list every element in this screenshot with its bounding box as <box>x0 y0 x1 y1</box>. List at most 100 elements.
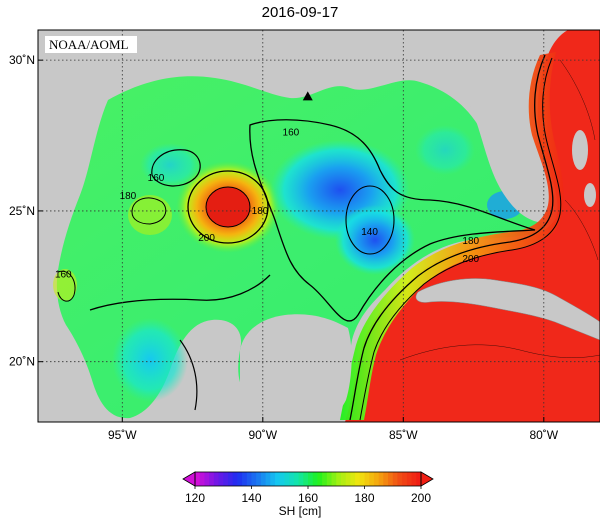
contour-180-west <box>131 197 167 225</box>
graticule <box>38 30 600 422</box>
colorbar-cell <box>289 472 295 486</box>
contour-lines <box>57 54 600 421</box>
caribbean-water <box>345 30 600 422</box>
contour-label: 160 <box>283 128 300 139</box>
colorbar-cell <box>317 472 323 486</box>
colorbar-cell <box>223 472 229 486</box>
contour-label: 160 <box>55 269 72 280</box>
lat-tick-label: 30˚N <box>9 53 35 67</box>
colorbar-cell <box>350 472 356 486</box>
colorbar-cell <box>355 472 361 486</box>
colorbar-tick-label: 160 <box>298 491 318 505</box>
contour-fine-caribbean <box>399 344 600 361</box>
loop-current-band <box>340 52 564 420</box>
cuba-landmass <box>415 278 600 341</box>
colorbar-cell <box>388 472 394 486</box>
contour-label: 180 <box>120 191 137 202</box>
colorbar-cell <box>411 472 417 486</box>
map-border <box>37 29 600 423</box>
colorbar-cell <box>331 472 337 486</box>
colorbar-tick-label: 120 <box>185 491 205 505</box>
colorbar-cell <box>260 472 267 486</box>
colorbar-cell <box>275 472 281 486</box>
colorbar: 120 140 160 180 200 SH [cm] <box>182 471 434 518</box>
yellow-region-west <box>128 195 172 235</box>
colorbar-cell <box>204 472 210 486</box>
colorbar-cell <box>284 472 290 486</box>
yellow-region-southwest <box>53 269 77 301</box>
colorbar-cell <box>402 472 408 486</box>
cold-core-south <box>335 205 415 275</box>
contour-fine-east-1 <box>559 59 596 141</box>
colorbar-cell <box>270 472 276 486</box>
colorbar-cell <box>373 472 380 486</box>
colorbar-min-arrow <box>182 471 196 487</box>
map-panel: 160 160 180 200 180 140 180 200 160 <box>38 30 600 422</box>
colorbar-cell <box>392 472 399 486</box>
colorbar-tick-label: 180 <box>354 491 374 505</box>
colorbar-cell <box>308 472 314 486</box>
colorbar-tick-label: 140 <box>241 491 261 505</box>
lat-tick-label: 25˚N <box>9 204 35 218</box>
figure-title: 2016-09-17 <box>262 4 339 21</box>
colorbar-cell <box>322 472 328 486</box>
contour-label: 180 <box>252 206 269 217</box>
contour-labels: 160 160 180 200 180 140 180 200 160 <box>55 128 480 281</box>
contour-160-south <box>179 339 198 411</box>
colorbar-cell <box>195 472 201 486</box>
contour-160-far-west <box>57 270 76 302</box>
contour-160-central <box>249 119 536 322</box>
cyan-region-north <box>140 143 200 187</box>
colorbar-cell <box>218 472 224 486</box>
colorbar-cell <box>279 472 286 486</box>
colorbar-tick-label: 200 <box>411 491 431 505</box>
colorbar-max-arrow <box>420 471 434 487</box>
yucatan-landmass <box>240 314 352 422</box>
colorbar-cell <box>340 472 347 486</box>
cyan-region-northeast <box>415 125 475 175</box>
longitude-axis: 95˚W 90˚W 85˚W 80˚W <box>108 417 559 442</box>
contour-label: 200 <box>462 254 479 265</box>
colorbar-cell <box>383 472 389 486</box>
contour-fine-east-2 <box>564 199 599 261</box>
colorbar-cell <box>199 472 206 486</box>
colorbar-cell <box>303 472 309 486</box>
colorbar-cell <box>232 472 238 486</box>
colorbar-cell <box>345 472 351 486</box>
contour-180-current <box>349 54 554 421</box>
station-triangle-marker <box>302 91 313 101</box>
colorbar-cell <box>251 472 257 486</box>
colorbar-cell <box>312 472 319 486</box>
colorbar-cell <box>256 472 262 486</box>
contour-label: 200 <box>198 233 215 244</box>
colorbar-cell <box>237 472 243 486</box>
lon-tick-label: 80˚W <box>529 428 558 442</box>
contour-label: 160 <box>148 173 165 184</box>
colorbar-cell <box>359 472 366 486</box>
lat-tick-label: 20˚N <box>9 355 35 369</box>
colorbar-cell <box>416 472 422 486</box>
contour-160-north <box>151 149 201 187</box>
contour-140-central <box>345 185 395 255</box>
contour-label: 140 <box>361 227 378 238</box>
colorbar-cell <box>293 472 300 486</box>
colorbar-cell <box>378 472 384 486</box>
contour-label: 180 <box>462 236 479 247</box>
colorbar-cell <box>298 472 304 486</box>
colorbar-cell <box>242 472 248 486</box>
lon-tick-label: 85˚W <box>389 428 418 442</box>
florida-landmass <box>463 30 548 222</box>
logo-box <box>45 36 137 53</box>
colorbar-cell <box>369 472 375 486</box>
colorbar-label: SH [cm] <box>279 504 322 518</box>
contour-200-warm-eddy <box>205 186 251 228</box>
bahamas-islands <box>572 130 596 207</box>
contour-200-current <box>359 57 562 421</box>
colorbar-cell <box>326 472 333 486</box>
colorbar-cell <box>227 472 234 486</box>
colorbar-cell <box>246 472 253 486</box>
latitude-axis: 20˚N 25˚N 30˚N <box>9 53 43 369</box>
colorbar-cell <box>265 472 271 486</box>
contour-180-warm-eddy <box>187 170 269 244</box>
